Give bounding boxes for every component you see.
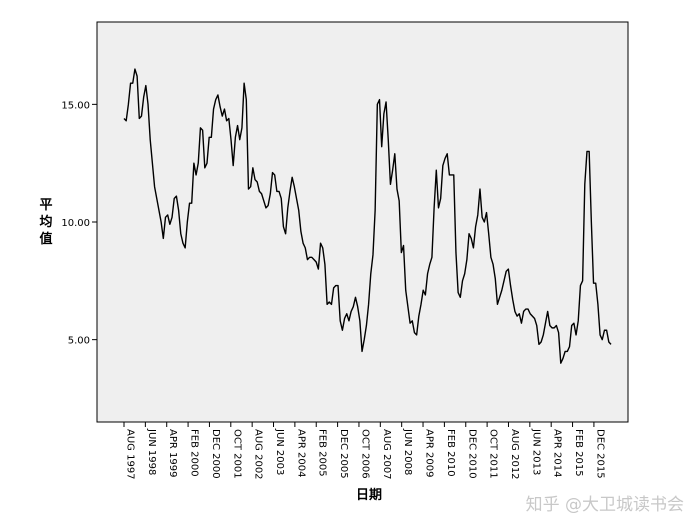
x-tick-label: DEC 2005: [338, 429, 349, 479]
x-tick-label: AUG 2012: [509, 429, 520, 480]
x-tick-label: DEC 2010: [466, 429, 477, 479]
x-tick-label: APR 1999: [167, 429, 178, 477]
y-axis-title: 平均值: [39, 198, 52, 247]
x-tick-label: FEB 2000: [189, 429, 200, 477]
x-axis-title: 日期: [356, 488, 382, 503]
y-axis: 5.00 10.00 15.00: [61, 100, 97, 347]
watermark: 知乎 @大卫城读书会: [525, 495, 684, 515]
series-line: [123, 68, 612, 364]
x-tick-label: FEB 2010: [445, 429, 456, 477]
x-tick-label: JUN 2013: [530, 428, 541, 475]
y-tick-label: 10.00: [61, 218, 90, 229]
x-tick-label: FEB 2005: [317, 429, 328, 477]
x-tick-label: APR 2014: [552, 429, 563, 477]
x-tick-label: DEC 2000: [210, 429, 221, 479]
x-tick-label: JUN 2008: [402, 428, 413, 475]
x-tick-label: AUG 2002: [253, 429, 264, 480]
plot-area: [96, 21, 629, 423]
x-tick-label: OCT 2001: [231, 429, 242, 479]
x-tick-label: DEC 2015: [594, 429, 605, 479]
x-axis: AUG 1997 JUN 1998 APR 1999 FEB 2000 DEC 2000…: [123, 422, 605, 480]
x-tick-label: OCT 2006: [359, 429, 370, 479]
x-tick-label: AUG 2007: [381, 429, 392, 480]
x-tick-label: APR 2009: [424, 429, 435, 477]
x-tick-label: APR 2004: [295, 429, 306, 477]
x-tick-label: AUG 1997: [125, 429, 136, 480]
x-tick-label: JUN 1998: [146, 428, 157, 475]
x-tick-label: JUN 2003: [274, 428, 285, 475]
y-tick-label: 5.00: [68, 336, 90, 347]
y-tick-label: 15.00: [61, 100, 90, 111]
x-tick-label: OCT 2011: [488, 429, 499, 479]
x-tick-label: FEB 2015: [573, 429, 584, 477]
